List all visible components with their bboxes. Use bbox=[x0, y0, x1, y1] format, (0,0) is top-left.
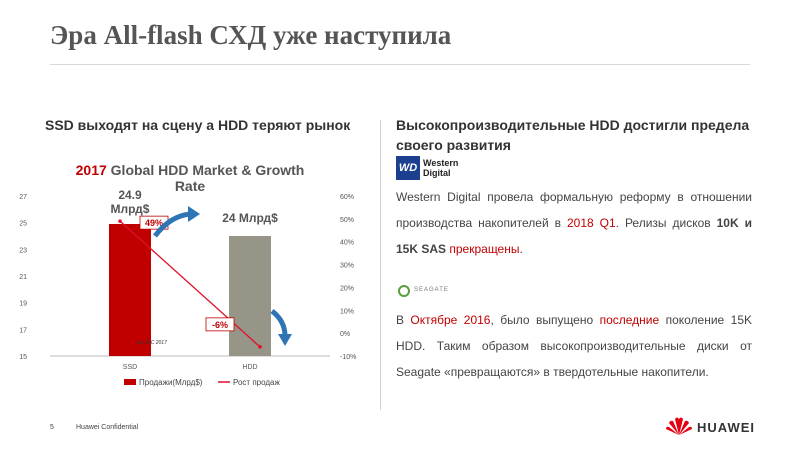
seagate-paragraph: В Октябре 2016, было выпущено последние … bbox=[396, 307, 752, 385]
bar-hdd bbox=[229, 236, 271, 356]
bar-value-label: 24 Млрд$ bbox=[222, 211, 278, 225]
wd-logo-line2: Digital bbox=[423, 168, 451, 178]
right-section-heading: Высокопроизводительные HDD достигли пред… bbox=[396, 117, 750, 153]
y-left-tick-label: 27 bbox=[19, 194, 27, 201]
bar-value-label: 24.9 bbox=[118, 188, 142, 202]
y-right-tick-label: 0% bbox=[340, 331, 350, 338]
y-left-tick-label: 21 bbox=[19, 274, 27, 281]
x-tick-label: SSD bbox=[123, 364, 137, 371]
slide-title: Эра All-flash СХД уже наступила bbox=[50, 20, 452, 50]
huawei-wordmark: HUAWEI bbox=[697, 420, 755, 435]
title-underline bbox=[50, 64, 750, 65]
chart-title: 2017 Global HDD Market & Growth Rate bbox=[70, 162, 310, 194]
y-right-tick-label: 20% bbox=[340, 285, 354, 292]
column-divider bbox=[380, 120, 381, 410]
chart-title-text: Global HDD Market & Growth Rate bbox=[110, 162, 305, 194]
legend-label-sales: Продажи(Млрд$) bbox=[139, 378, 203, 387]
legend-swatch-sales bbox=[124, 379, 136, 385]
bar-ssd bbox=[109, 224, 151, 356]
y-left-tick-label: 15 bbox=[19, 354, 27, 361]
huawei-logo: HUAWEI bbox=[665, 415, 755, 437]
confidential-label: Huawei Confidential bbox=[76, 424, 139, 431]
y-right-tick-label: 60% bbox=[340, 194, 354, 201]
chart-title-year: 2017 bbox=[75, 162, 107, 178]
wd-logo-line1: Western bbox=[423, 158, 459, 168]
source-note: rce: IDC 2017 bbox=[136, 340, 167, 346]
wd-paragraph: Western Digital провела формальную рефор… bbox=[396, 184, 752, 262]
bar-value-label: Млрд$ bbox=[111, 202, 150, 216]
y-right-tick-label: 40% bbox=[340, 240, 354, 247]
y-left-tick-label: 25 bbox=[19, 221, 27, 228]
para2-date: Октябре 2016 bbox=[410, 313, 491, 327]
growth-label: -6% bbox=[212, 320, 228, 330]
para2-text2: , было выпущено bbox=[490, 313, 600, 327]
y-left-tick-label: 19 bbox=[19, 301, 27, 308]
y-right-tick-label: -10% bbox=[340, 354, 356, 361]
down-arrow-icon bbox=[270, 309, 288, 337]
y-right-tick-label: 10% bbox=[340, 308, 354, 315]
growth-line bbox=[119, 220, 261, 348]
page-number: 5 bbox=[50, 424, 54, 431]
para1-date: 2018 Q1 bbox=[566, 216, 616, 230]
y-left-tick-label: 23 bbox=[19, 247, 27, 254]
y-left-tick-label: 17 bbox=[19, 327, 27, 334]
growth-point bbox=[258, 345, 262, 349]
para1-drives: 10K и 15K SAS bbox=[396, 216, 752, 256]
para1-stopped: прекращены bbox=[449, 242, 520, 256]
para2-text3: поколение 15K HDD. Таким образом высокоп… bbox=[396, 313, 752, 379]
down-arrow-head-icon bbox=[278, 334, 292, 346]
y-right-tick-label: 30% bbox=[340, 263, 354, 270]
legend-label-growth: Рост продаж bbox=[233, 378, 280, 387]
wd-logo-mark: WD bbox=[396, 156, 420, 180]
x-tick-label: HDD bbox=[242, 364, 257, 371]
huawei-petal-icon bbox=[666, 417, 692, 435]
seagate-swirl-icon bbox=[398, 285, 410, 297]
left-section-heading: SSD выходят на сцену а HDD теряют рынок bbox=[45, 117, 351, 133]
market-chart: 15 17 19 21 23 25 27 -10% 0% 10% 20% 30% 40% 50% 60% SS… bbox=[19, 188, 356, 387]
growth-point bbox=[118, 219, 122, 223]
seagate-logo: SEAGATE bbox=[398, 285, 468, 299]
para2-text: В bbox=[396, 313, 411, 327]
seagate-logo-text: SEAGATE bbox=[414, 287, 449, 293]
up-arrow-icon bbox=[153, 211, 191, 238]
growth-label: 49% bbox=[145, 218, 163, 228]
up-arrow-head-icon bbox=[188, 206, 200, 222]
para2-last: последние bbox=[599, 313, 660, 327]
para1-end: . bbox=[519, 242, 523, 256]
y-right-tick-label: 50% bbox=[340, 217, 354, 224]
western-digital-logo: WD Western Digital bbox=[396, 156, 460, 180]
para1-text2: . Релизы дисков bbox=[615, 216, 717, 230]
growth-label-box bbox=[205, 317, 235, 332]
para1-text: Western Digital провела формальную рефор… bbox=[396, 190, 752, 230]
